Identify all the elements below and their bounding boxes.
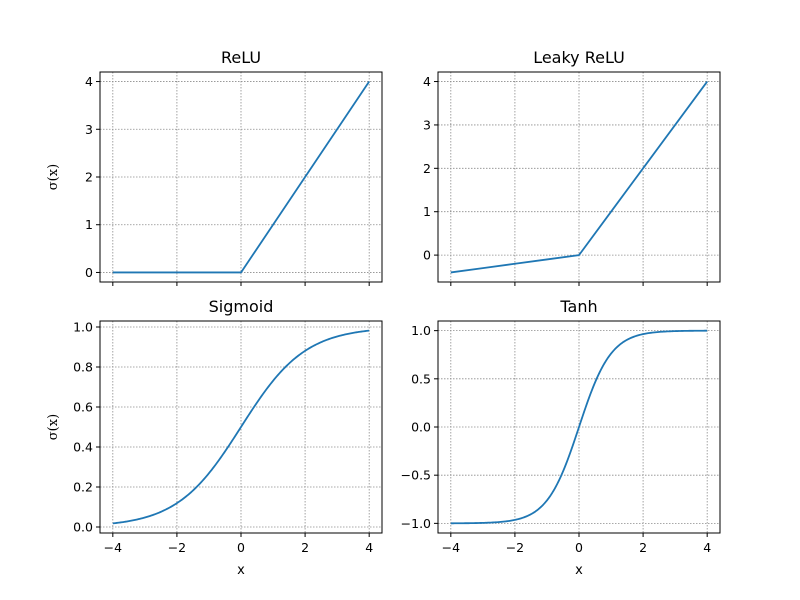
relu-y-tick-label: 4 (85, 74, 93, 89)
tanh-title: Tanh (559, 297, 597, 316)
leaky-relu-y-tick-label: 4 (423, 74, 431, 89)
tanh-y-tick-label: 0.0 (411, 420, 431, 435)
sigmoid-x-axis-label: x (237, 563, 245, 578)
leaky-relu-series-line (450, 81, 708, 274)
relu-subplot: 0 1 2 3 4 ReLU σ(x) (46, 48, 383, 286)
tanh-x-tick-label: 0 (575, 540, 583, 555)
leaky-relu-y-tick-label: 3 (423, 117, 431, 132)
sigmoid-y-tick-label: 0.0 (73, 520, 93, 535)
tanh-x-tick-label: 2 (639, 540, 647, 555)
tanh-y-tick-label: 0.5 (411, 371, 431, 386)
relu-y-tick-label: 1 (85, 217, 93, 232)
tanh-x-tick-label: −4 (442, 540, 460, 555)
relu-title: ReLU (221, 48, 261, 67)
sigmoid-x-tick-label: −2 (168, 540, 186, 555)
relu-y-tick-label: 0 (85, 265, 93, 280)
tanh-subplot: −1.0 −0.5 0.0 0.5 1.0 −4 −2 0 2 4 Tanh x (401, 297, 721, 578)
tanh-y-tick-label: −1.0 (401, 516, 431, 531)
leaky-relu-y-tick-label: 1 (423, 204, 431, 219)
sigmoid-x-tick-label: 2 (301, 540, 309, 555)
sigmoid-y-tick-label: 0.8 (73, 360, 93, 375)
leaky-relu-y-tick-label: 2 (423, 161, 431, 176)
tanh-axes-frame (437, 320, 721, 534)
tanh-series-line (450, 329, 708, 525)
leaky-relu-subplot: 0 1 2 3 4 Leaky ReLU (423, 48, 721, 286)
sigmoid-x-tick-label: 4 (365, 540, 373, 555)
tanh-x-axis-label: x (575, 563, 583, 578)
leaky-relu-axes-frame (437, 71, 721, 283)
relu-series-line (112, 81, 370, 274)
relu-y-axis-label: σ(x) (46, 164, 61, 190)
sigmoid-subplot: 0.0 0.2 0.4 0.6 0.8 1.0 −4 −2 0 2 4 Sigmoid σ(x) x (46, 297, 383, 578)
leaky-relu-y-tick-label: 0 (423, 248, 431, 263)
sigmoid-y-tick-label: 0.6 (73, 400, 93, 415)
sigmoid-axes-frame (99, 320, 383, 534)
tanh-y-tick-label: −0.5 (401, 468, 431, 483)
sigmoid-series-line (112, 329, 370, 525)
sigmoid-y-tick-label: 0.4 (73, 440, 93, 455)
leaky-relu-title: Leaky ReLU (533, 48, 625, 67)
relu-y-tick-label: 3 (85, 122, 93, 137)
tanh-y-tick-label: 1.0 (411, 323, 431, 338)
tanh-x-tick-label: −2 (506, 540, 524, 555)
sigmoid-title: Sigmoid (209, 297, 274, 316)
sigmoid-y-tick-label: 1.0 (73, 320, 93, 335)
tanh-x-tick-label: 4 (703, 540, 711, 555)
relu-y-tick-label: 2 (85, 170, 93, 185)
relu-axes-frame (99, 71, 383, 283)
sigmoid-x-tick-label: −4 (104, 540, 122, 555)
sigmoid-x-tick-label: 0 (237, 540, 245, 555)
sigmoid-y-axis-label: σ(x) (46, 414, 61, 440)
sigmoid-y-tick-label: 0.2 (73, 480, 93, 495)
